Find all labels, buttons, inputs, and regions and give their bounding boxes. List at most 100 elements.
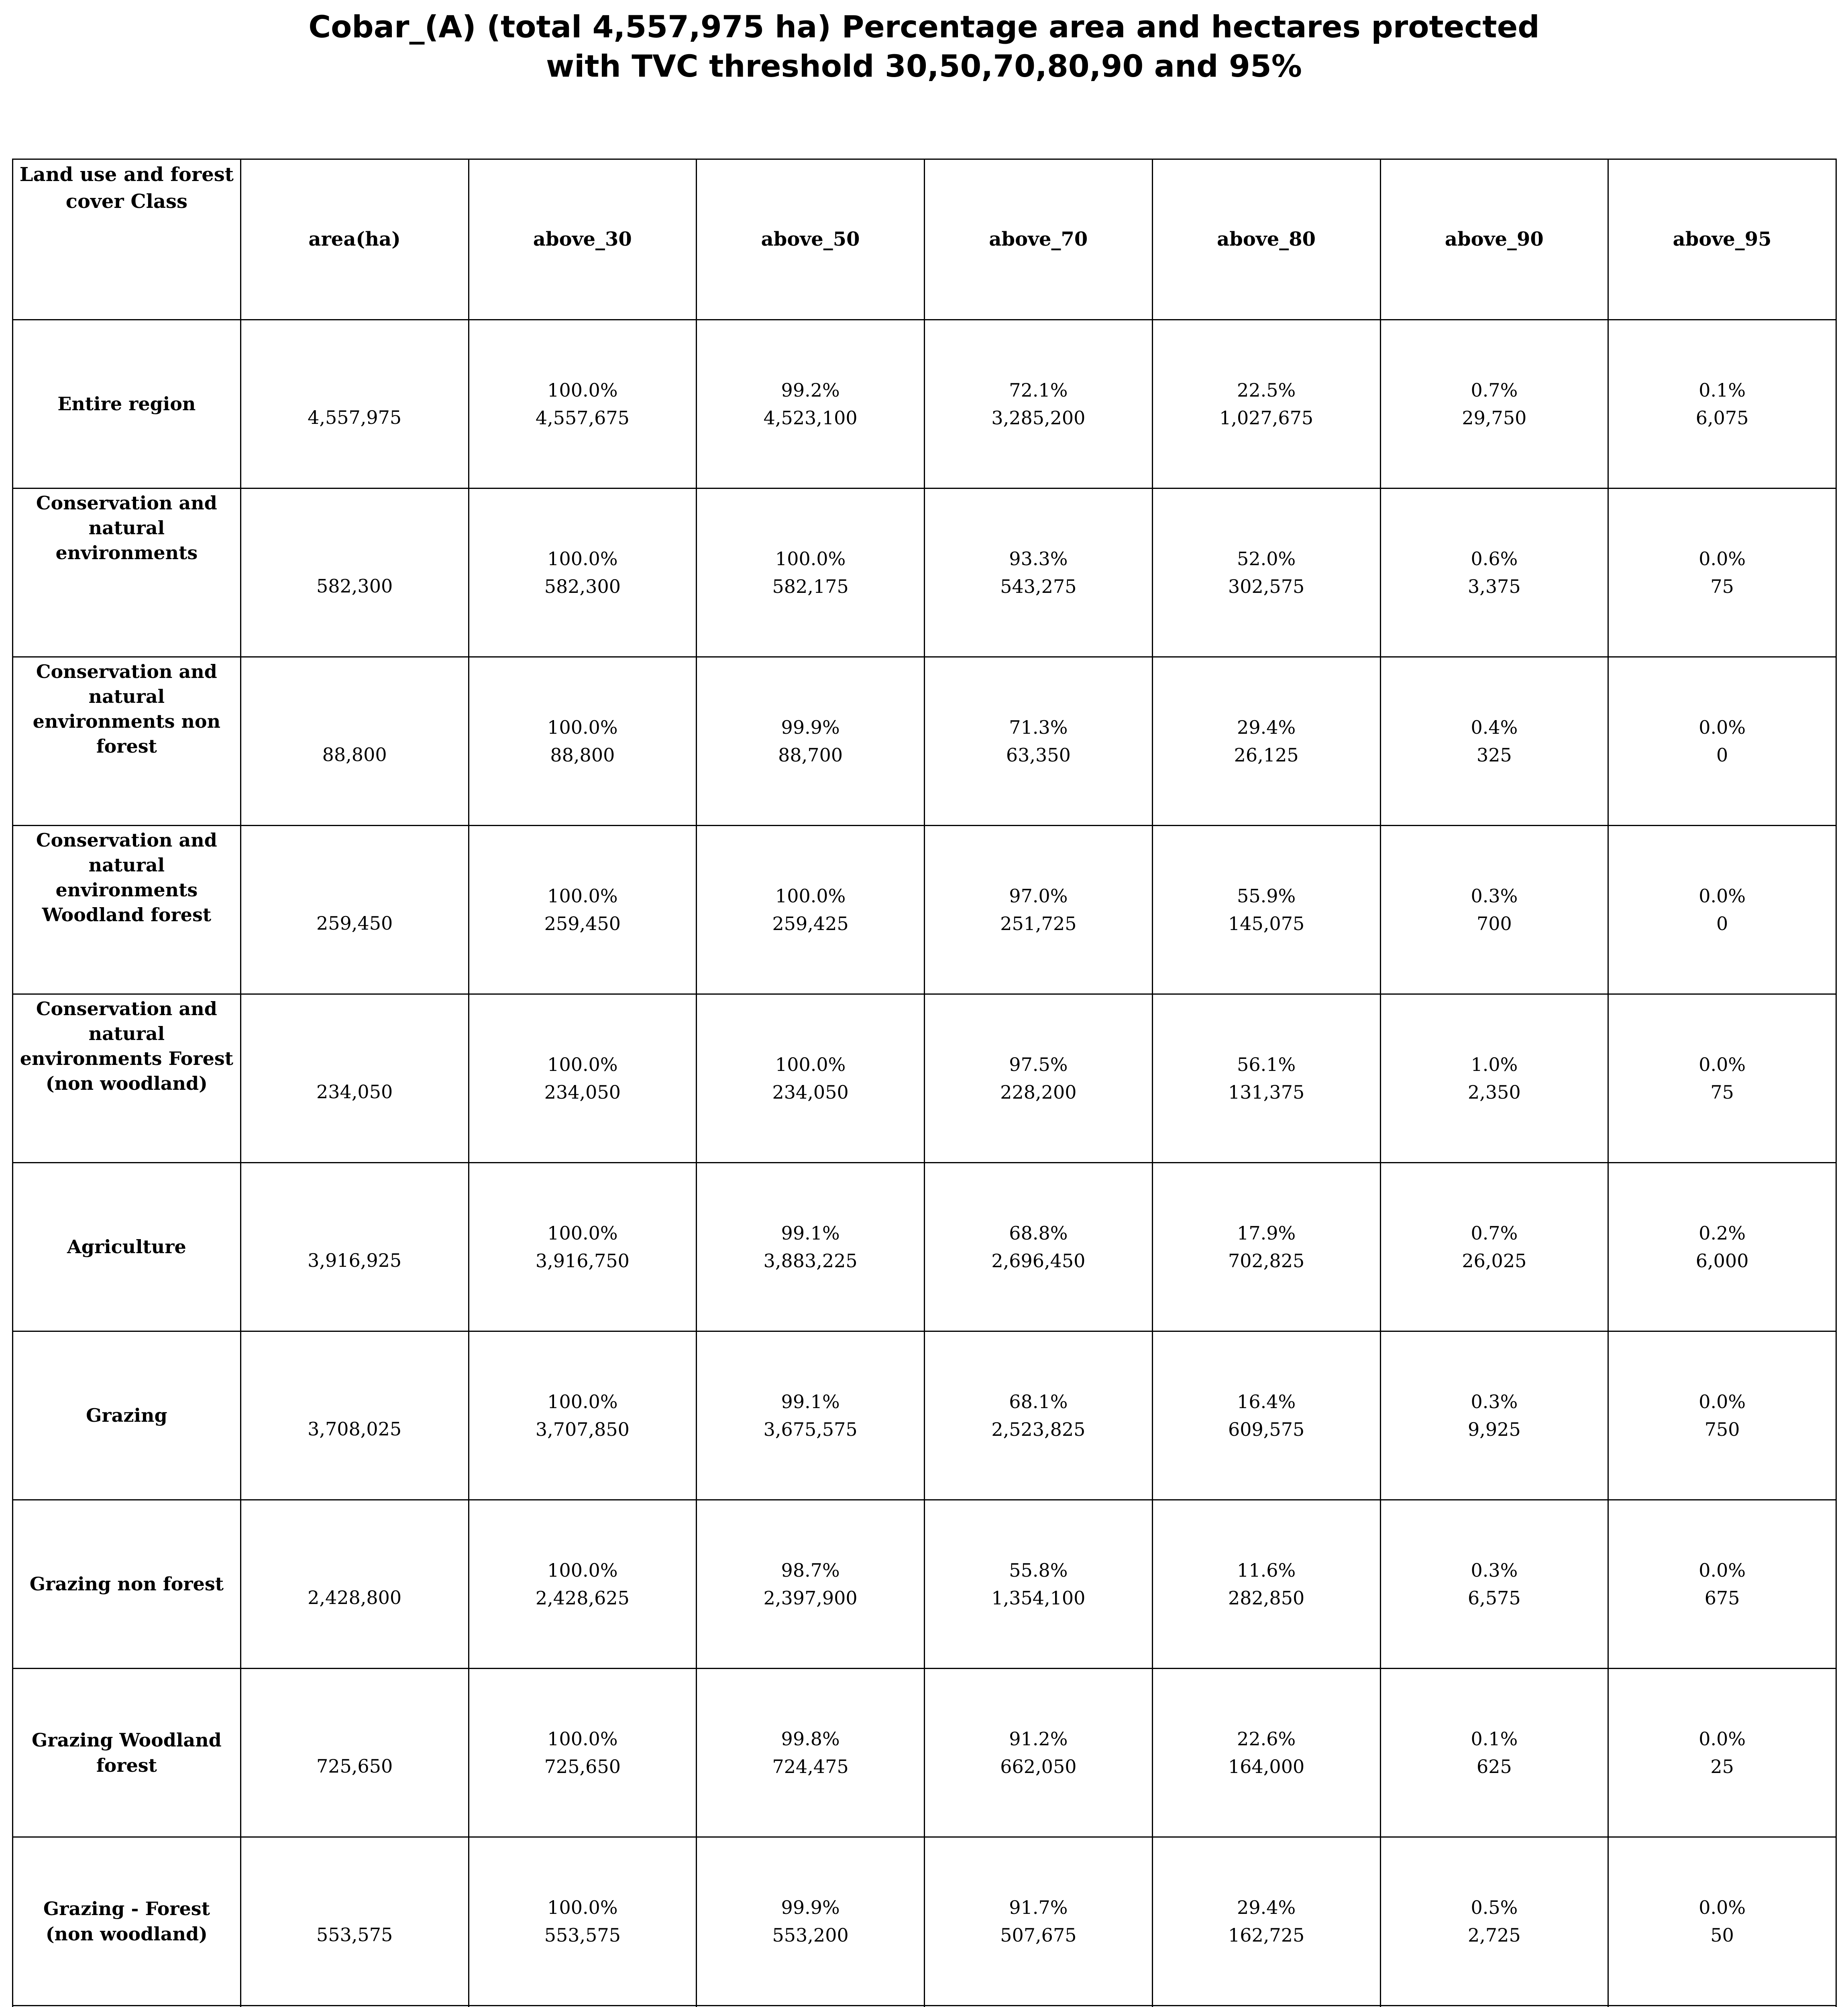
percent-value: 0.0% bbox=[1699, 716, 1746, 738]
hectares-value: 145,075 bbox=[1228, 912, 1305, 934]
threshold-cell: 99.4%202,550 bbox=[696, 2005, 925, 2007]
row-label: Conservation and natural environments Fo… bbox=[12, 993, 241, 1163]
percent-value: 72.1% bbox=[1009, 379, 1068, 401]
percent-value: 0.0% bbox=[1699, 1053, 1746, 1075]
hectares-value: 6,075 bbox=[1695, 407, 1749, 429]
percent-value: 0.7% bbox=[1471, 379, 1518, 401]
threshold-cell: 22.5% 1,027,675 bbox=[1151, 319, 1381, 489]
hectares-value: 2,428,625 bbox=[535, 1587, 630, 1609]
threshold-cell: 0.4% 325 bbox=[1379, 656, 1609, 826]
area-value: 4,557,975 bbox=[308, 407, 402, 428]
area-value: 2,428,800 bbox=[308, 1587, 402, 1608]
threshold-cell: 22.6% 164,000 bbox=[1151, 1668, 1381, 1838]
percent-value: 29.4% bbox=[1237, 1896, 1296, 1918]
table-row: Grazing Woodland forest 725,650 100.0% 725,… bbox=[12, 1668, 1837, 1838]
percent-value: 100.0% bbox=[547, 1222, 618, 1244]
table-header: Land use and forest cover Class area(ha) a… bbox=[12, 159, 1837, 320]
table-row: Conservation and natural environments Fo… bbox=[12, 993, 1837, 1163]
threshold-cell: 0.3% 6,575 bbox=[1379, 1499, 1609, 1669]
hectares-value: 6,000 bbox=[1695, 1250, 1749, 1272]
threshold-cell: 7.8%15,975 bbox=[1379, 2005, 1609, 2007]
hectares-value: 234,050 bbox=[772, 1081, 849, 1103]
percent-value: 100.0% bbox=[547, 1559, 618, 1581]
hectares-value: 702,825 bbox=[1228, 1250, 1305, 1272]
hectares-value: 6,575 bbox=[1468, 1587, 1521, 1609]
threshold-cell: 0.0% 50 bbox=[1608, 1836, 1837, 2006]
hectares-value: 25 bbox=[1710, 1755, 1734, 1777]
threshold-cell: 0.2% 6,000 bbox=[1608, 1162, 1837, 1332]
hectares-value: 4,523,100 bbox=[763, 407, 858, 429]
hectares-value: 0 bbox=[1716, 912, 1728, 934]
percent-value: 17.9% bbox=[1237, 1222, 1296, 1244]
percent-value: 99.2% bbox=[781, 379, 840, 401]
percent-value: 0.0% bbox=[1699, 885, 1746, 907]
hectares-value: 75 bbox=[1710, 1081, 1734, 1103]
threshold-cell: 100.0% 582,175 bbox=[696, 488, 925, 657]
hectares-value: 162,725 bbox=[1228, 1924, 1305, 1946]
table-row: Cropping203,800100.0%203,80099.4%202,550… bbox=[12, 2005, 1837, 2007]
threshold-cell: 0.0% 75 bbox=[1608, 488, 1837, 657]
threshold-cell: 56.1% 131,375 bbox=[1151, 993, 1381, 1163]
percent-value: 0.2% bbox=[1699, 1222, 1746, 1244]
threshold-cell: 72.1% 3,285,200 bbox=[924, 319, 1153, 489]
area-cell: 3,916,925 bbox=[240, 1162, 469, 1332]
threshold-cell: 99.9% 88,700 bbox=[696, 656, 925, 826]
row-label: Cropping bbox=[12, 2005, 241, 2007]
column-header: above_30 bbox=[468, 159, 697, 320]
percent-value: 91.7% bbox=[1009, 1896, 1068, 1918]
hectares-value: 609,575 bbox=[1228, 1418, 1305, 1440]
hectares-value: 282,850 bbox=[1228, 1587, 1305, 1609]
threshold-cell: 91.7% 507,675 bbox=[924, 1836, 1153, 2006]
percent-value: 0.0% bbox=[1699, 548, 1746, 570]
threshold-cell: 29.4% 26,125 bbox=[1151, 656, 1381, 826]
percent-value: 0.6% bbox=[1471, 548, 1518, 570]
threshold-cell: 55.8% 1,354,100 bbox=[924, 1499, 1153, 1669]
percent-value: 16.4% bbox=[1237, 1390, 1296, 1413]
threshold-cell: 100.0% 3,916,750 bbox=[468, 1162, 697, 1332]
threshold-cell: 0.6% 3,375 bbox=[1379, 488, 1609, 657]
area-cell: 203,800 bbox=[240, 2005, 469, 2007]
percent-value: 0.0% bbox=[1699, 1559, 1746, 1581]
percent-value: 99.9% bbox=[781, 1896, 840, 1918]
threshold-cell: 99.2% 4,523,100 bbox=[696, 319, 925, 489]
threshold-cell: 99.1% 3,883,225 bbox=[696, 1162, 925, 1332]
percent-value: 100.0% bbox=[547, 379, 618, 401]
row-label: Entire region bbox=[12, 319, 241, 489]
column-header: above_80 bbox=[1151, 159, 1381, 320]
threshold-cell: 100.0% 88,800 bbox=[468, 656, 697, 826]
hectares-value: 1,354,100 bbox=[991, 1587, 1086, 1609]
hectares-value: 750 bbox=[1704, 1418, 1740, 1440]
percent-value: 0.3% bbox=[1471, 885, 1518, 907]
percent-value: 100.0% bbox=[775, 885, 846, 907]
area-cell: 88,800 bbox=[240, 656, 469, 826]
table-row: Agriculture 3,916,925 100.0% 3,916,750 99.1%… bbox=[12, 1162, 1837, 1332]
area-value: 259,450 bbox=[316, 912, 393, 934]
column-header: area(ha) bbox=[240, 159, 469, 320]
percent-value: 0.4% bbox=[1471, 716, 1518, 738]
hectares-value: 724,475 bbox=[772, 1755, 849, 1777]
threshold-cell: 100.0% 553,575 bbox=[468, 1836, 697, 2006]
column-header: above_70 bbox=[924, 159, 1153, 320]
hectares-value: 543,275 bbox=[1000, 575, 1077, 597]
area-value: 88,800 bbox=[322, 744, 387, 765]
table-row: Entire region 4,557,975 100.0% 4,557,675 99.… bbox=[12, 319, 1837, 489]
threshold-cell: 97.0% 251,725 bbox=[924, 825, 1153, 995]
hectares-value: 131,375 bbox=[1228, 1081, 1305, 1103]
row-label: Conservation and natural environments bbox=[12, 488, 241, 657]
area-value: 725,650 bbox=[316, 1755, 393, 1777]
threshold-cell: 44.7%91,200 bbox=[1151, 2005, 1381, 2007]
threshold-cell: 1.0% 2,350 bbox=[1379, 993, 1609, 1163]
threshold-cell: 93.3% 543,275 bbox=[924, 488, 1153, 657]
hectares-value: 2,523,825 bbox=[991, 1418, 1086, 1440]
percent-value: 99.1% bbox=[781, 1390, 840, 1413]
hectares-value: 88,800 bbox=[550, 744, 615, 766]
percent-value: 98.7% bbox=[781, 1559, 840, 1581]
percent-value: 93.3% bbox=[1009, 548, 1068, 570]
hectares-value: 553,200 bbox=[772, 1924, 849, 1946]
percent-value: 55.9% bbox=[1237, 885, 1296, 907]
table-row: Grazing - Forest (non woodland) 553,575 10… bbox=[12, 1836, 1837, 2006]
percent-value: 68.1% bbox=[1009, 1390, 1068, 1413]
percent-value: 100.0% bbox=[775, 1053, 846, 1075]
percent-value: 11.6% bbox=[1237, 1559, 1296, 1581]
area-cell: 2,428,800 bbox=[240, 1499, 469, 1669]
